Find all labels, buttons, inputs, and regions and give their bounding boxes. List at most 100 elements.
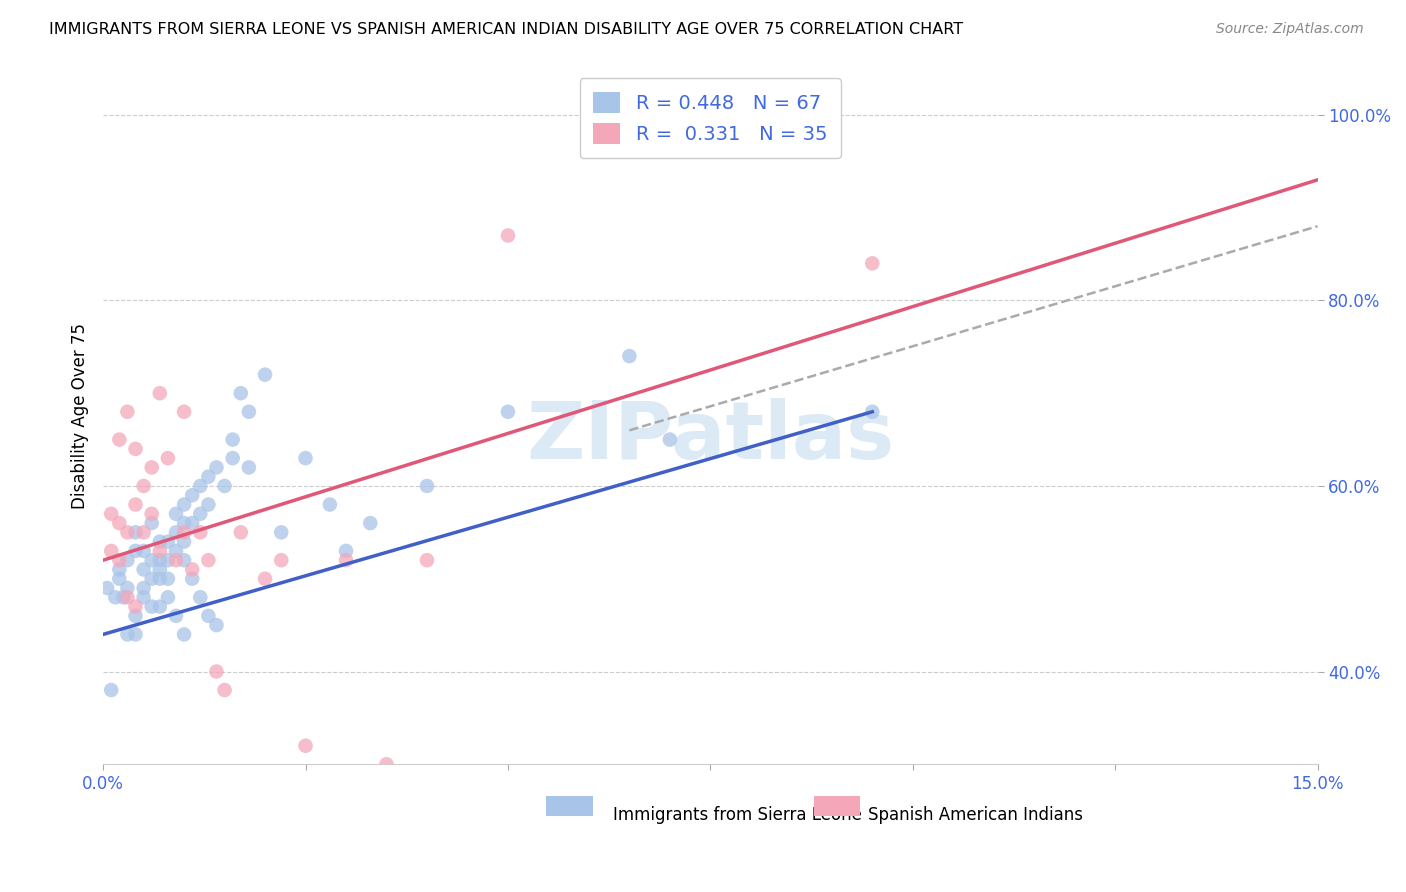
- Point: [165, 608, 187, 623]
- Text: Source: ZipAtlas.com: Source: ZipAtlas.com: [1216, 22, 1364, 37]
- Point: [221, 433, 243, 447]
- Point: [112, 591, 135, 605]
- Text: IMMIGRANTS FROM SIERRA LEONE VS SPANISH AMERICAN INDIAN DISABILITY AGE OVER 75 C: IMMIGRANTS FROM SIERRA LEONE VS SPANISH …: [49, 22, 963, 37]
- Point: [205, 618, 228, 632]
- Point: [197, 553, 219, 567]
- Point: [165, 553, 187, 567]
- Point: [496, 405, 519, 419]
- Point: [100, 544, 122, 558]
- Point: [188, 479, 211, 493]
- Point: [124, 544, 146, 558]
- Point: [100, 683, 122, 698]
- Point: [375, 757, 398, 772]
- Point: [149, 599, 172, 614]
- Point: [658, 433, 681, 447]
- Point: [124, 525, 146, 540]
- Point: [335, 544, 357, 558]
- Point: [149, 544, 172, 558]
- Point: [229, 525, 252, 540]
- Point: [156, 534, 179, 549]
- Point: [165, 507, 187, 521]
- Point: [104, 591, 127, 605]
- FancyBboxPatch shape: [814, 796, 859, 816]
- Point: [96, 581, 118, 595]
- Text: Spanish American Indians: Spanish American Indians: [869, 806, 1083, 824]
- Text: ZIPatlas: ZIPatlas: [526, 398, 894, 476]
- Point: [229, 386, 252, 401]
- Point: [108, 516, 131, 530]
- Point: [149, 386, 172, 401]
- Point: [270, 525, 292, 540]
- Point: [619, 349, 641, 363]
- Point: [108, 572, 131, 586]
- Point: [181, 572, 204, 586]
- Point: [132, 525, 155, 540]
- Point: [141, 516, 163, 530]
- Point: [132, 479, 155, 493]
- Point: [254, 368, 277, 382]
- Point: [132, 581, 155, 595]
- Point: [117, 591, 139, 605]
- Point: [197, 608, 219, 623]
- Point: [173, 525, 195, 540]
- Point: [173, 553, 195, 567]
- Point: [149, 534, 172, 549]
- Point: [141, 507, 163, 521]
- Point: [188, 525, 211, 540]
- Point: [117, 525, 139, 540]
- Point: [181, 516, 204, 530]
- Point: [181, 488, 204, 502]
- Point: [496, 228, 519, 243]
- Point: [416, 479, 439, 493]
- Point: [214, 479, 236, 493]
- Point: [860, 405, 883, 419]
- Point: [173, 534, 195, 549]
- Point: [294, 451, 316, 466]
- Point: [165, 544, 187, 558]
- Point: [141, 553, 163, 567]
- Point: [197, 498, 219, 512]
- Point: [335, 553, 357, 567]
- Text: Immigrants from Sierra Leone: Immigrants from Sierra Leone: [613, 806, 862, 824]
- Point: [108, 433, 131, 447]
- Point: [149, 562, 172, 576]
- Point: [416, 553, 439, 567]
- Point: [205, 665, 228, 679]
- Y-axis label: Disability Age Over 75: Disability Age Over 75: [72, 324, 89, 509]
- Point: [117, 405, 139, 419]
- Point: [188, 507, 211, 521]
- Point: [156, 591, 179, 605]
- Point: [108, 553, 131, 567]
- Legend: R = 0.448   N = 67, R =  0.331   N = 35: R = 0.448 N = 67, R = 0.331 N = 35: [579, 78, 841, 158]
- Point: [270, 553, 292, 567]
- Point: [141, 572, 163, 586]
- Point: [165, 525, 187, 540]
- Point: [117, 627, 139, 641]
- FancyBboxPatch shape: [547, 796, 592, 816]
- Point: [132, 591, 155, 605]
- Point: [132, 544, 155, 558]
- Point: [181, 562, 204, 576]
- Point: [214, 683, 236, 698]
- Point: [117, 581, 139, 595]
- Point: [238, 405, 260, 419]
- Point: [117, 553, 139, 567]
- Point: [238, 460, 260, 475]
- Point: [124, 599, 146, 614]
- Point: [860, 256, 883, 270]
- Point: [141, 460, 163, 475]
- Point: [124, 442, 146, 456]
- Point: [254, 572, 277, 586]
- Point: [156, 553, 179, 567]
- Point: [173, 498, 195, 512]
- Point: [100, 507, 122, 521]
- Point: [319, 498, 342, 512]
- Point: [156, 451, 179, 466]
- Point: [124, 608, 146, 623]
- Point: [124, 627, 146, 641]
- Point: [173, 405, 195, 419]
- Point: [149, 553, 172, 567]
- Point: [156, 572, 179, 586]
- Point: [359, 516, 381, 530]
- Point: [173, 516, 195, 530]
